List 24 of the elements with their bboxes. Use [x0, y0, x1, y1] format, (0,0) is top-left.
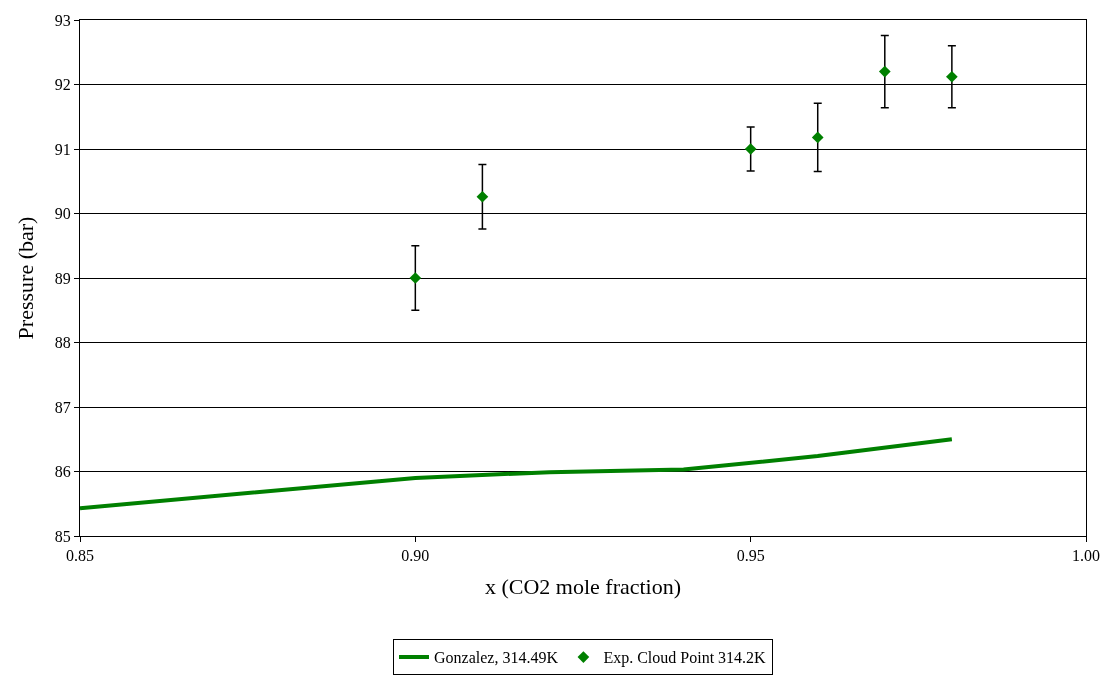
y-tick-label: 85	[54, 527, 71, 545]
y-tick-label: 90	[54, 205, 71, 223]
x-axis-title: x (CO2 mole fraction)	[484, 574, 682, 600]
y-tick-label: 89	[54, 269, 71, 287]
x-tick-label: 0.85	[66, 547, 94, 565]
line-series	[80, 437, 954, 511]
x-tick-label: 0.90	[401, 547, 430, 565]
point	[811, 131, 824, 144]
y-axis-title: Pressure (bar)	[12, 216, 38, 340]
y-tick-label: 93	[54, 11, 71, 29]
legend-label: Gonzalez, 314.49K	[434, 649, 559, 667]
y-tick-label: 88	[54, 334, 71, 352]
x-tick-label: 0.95	[736, 547, 765, 565]
y-tick-label: 91	[54, 140, 71, 158]
point	[946, 70, 958, 83]
legend-label: Exp. Cloud Point 314.2K	[603, 649, 767, 668]
y-tick-label: 87	[54, 398, 71, 416]
point	[476, 190, 489, 203]
y-tick-label: 92	[54, 76, 71, 94]
y-tick-label: 86	[54, 463, 71, 481]
point	[744, 143, 757, 155]
point	[409, 272, 422, 284]
point	[878, 65, 891, 78]
x-tick-label: 1.00	[1072, 547, 1100, 565]
